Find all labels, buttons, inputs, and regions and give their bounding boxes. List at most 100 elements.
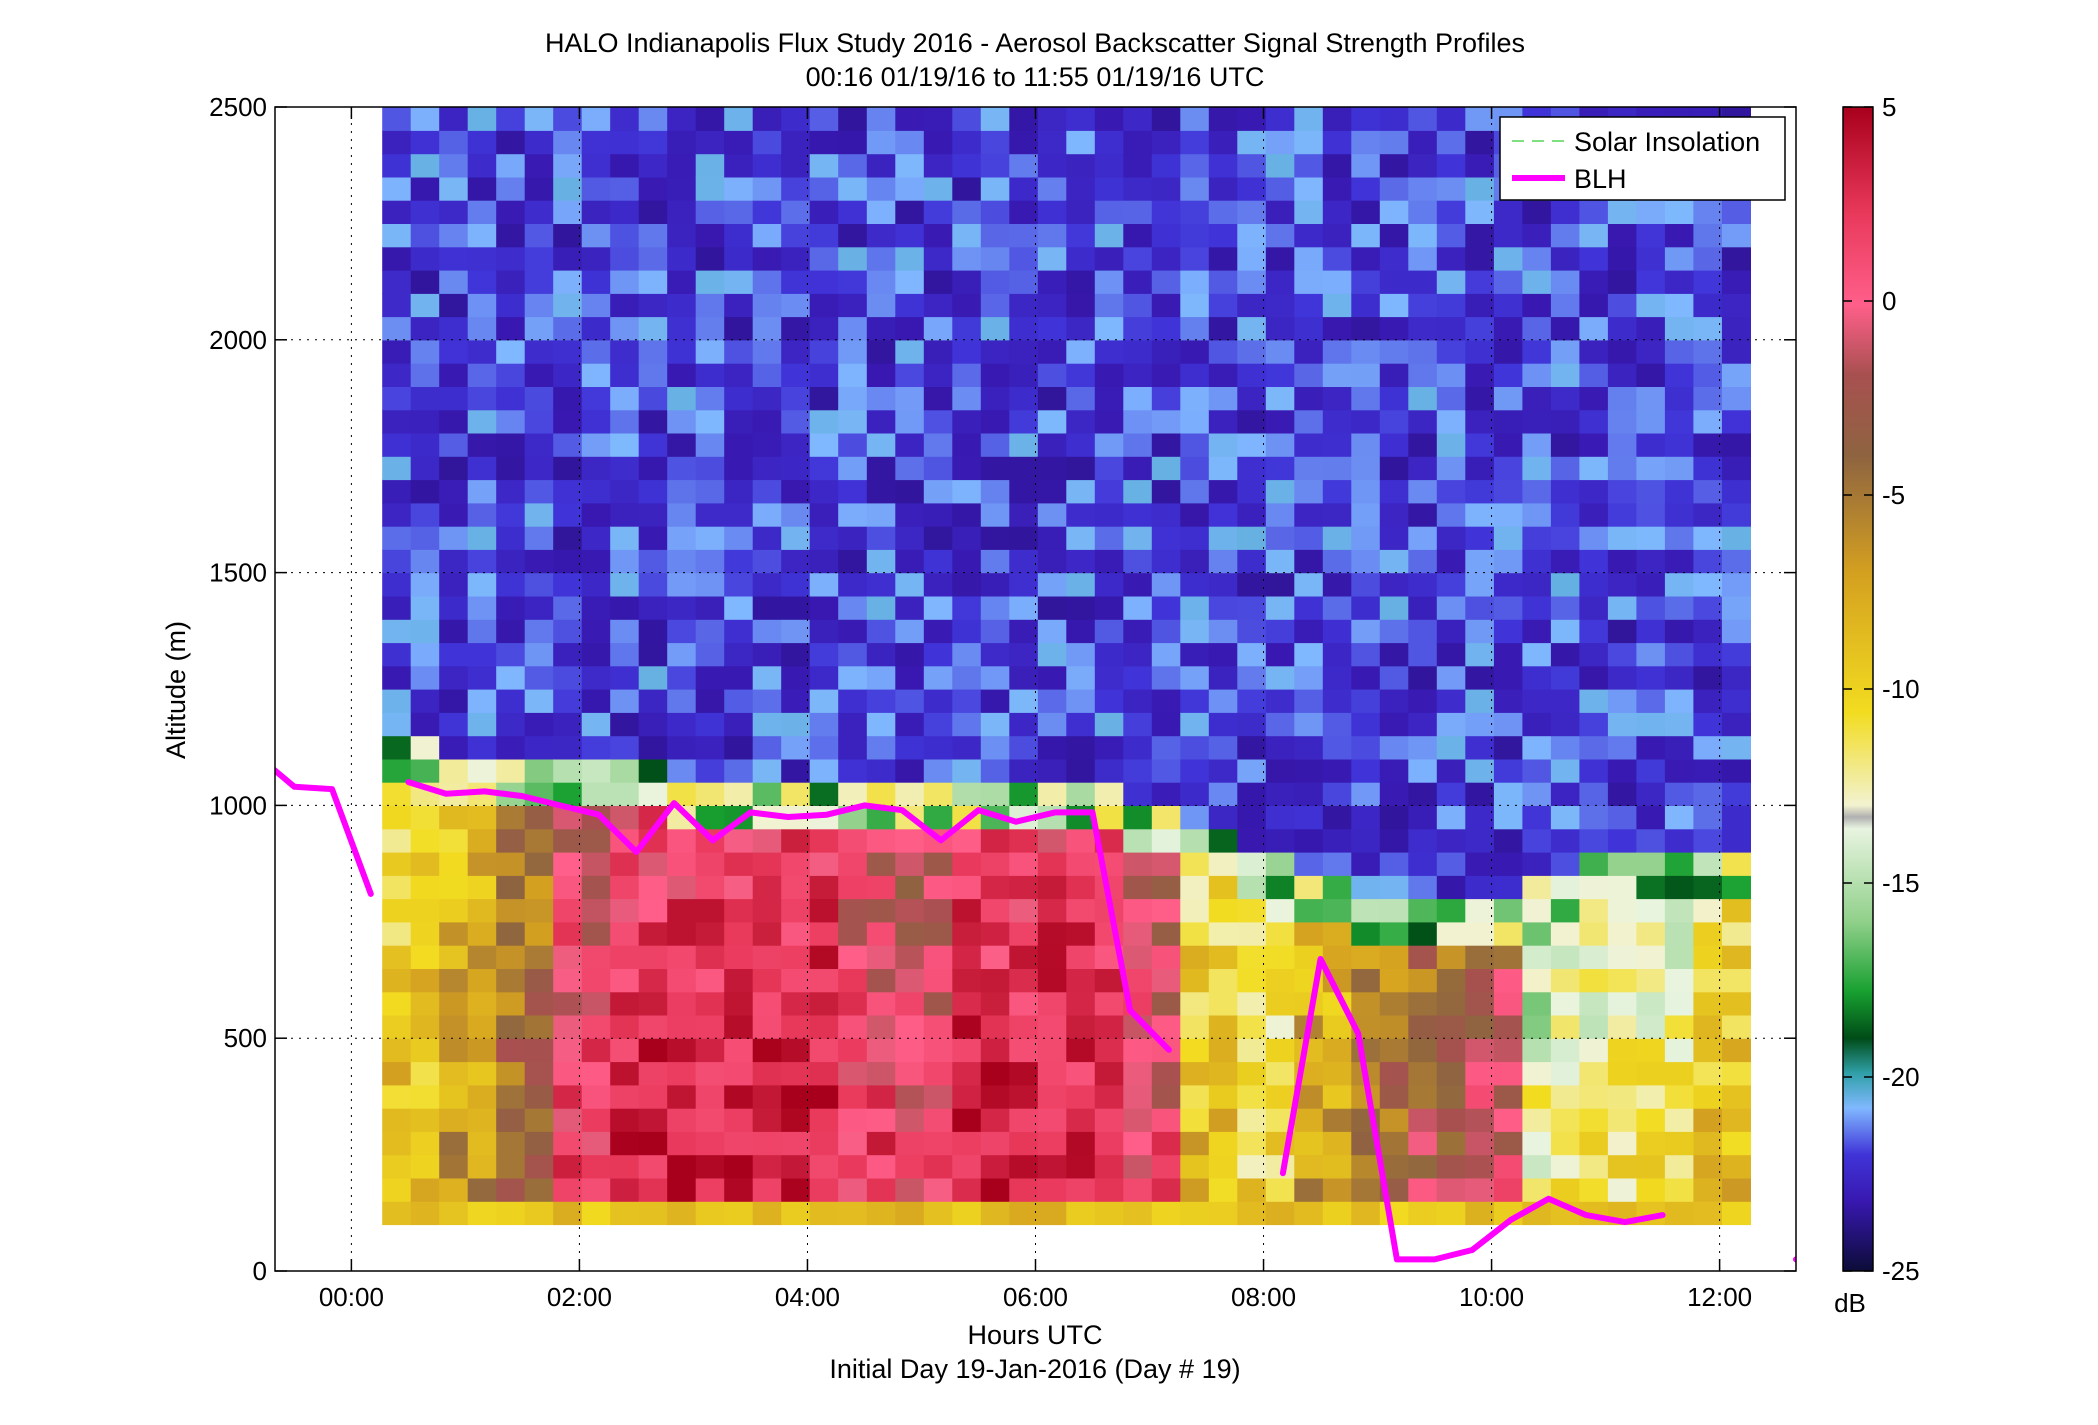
heatmap-cell: [553, 153, 583, 178]
heatmap-cell: [1408, 246, 1438, 271]
heatmap-cell: [610, 526, 640, 550]
heatmap-cell: [1379, 1201, 1409, 1226]
heatmap-cell: [752, 549, 782, 574]
heatmap-cell: [1721, 945, 1751, 969]
heatmap-cell: [496, 1014, 526, 1039]
heatmap-cell: [1237, 852, 1267, 876]
heatmap-cell: [610, 107, 640, 131]
heatmap-cell: [1322, 409, 1352, 434]
blh-line-segment: [1279, 956, 1666, 1263]
heatmap-cell: [895, 293, 925, 318]
heatmap-cell: [895, 1201, 925, 1226]
heatmap-cell: [638, 316, 668, 341]
heatmap-cell: [752, 176, 782, 201]
heatmap-cell: [980, 1154, 1010, 1179]
heatmap-cell: [524, 665, 554, 690]
heatmap-cell: [838, 339, 868, 364]
heatmap-cell: [1037, 293, 1067, 318]
heatmap-cell: [1721, 595, 1751, 620]
heatmap-cell: [1636, 782, 1666, 806]
heatmap-cell: [1693, 316, 1723, 341]
heatmap-cell: [581, 270, 611, 294]
heatmap-cell: [1693, 479, 1723, 504]
heatmap-cell: [1265, 782, 1295, 806]
heatmap-cell: [895, 502, 925, 527]
heatmap-cell: [1493, 502, 1523, 527]
heatmap-cell: [724, 246, 754, 271]
heatmap-cell: [1579, 712, 1609, 737]
heatmap-cell: [752, 782, 782, 806]
heatmap-cell: [1721, 1061, 1751, 1086]
heatmap-cell: [1693, 526, 1723, 550]
heatmap-cell: [838, 1061, 868, 1086]
heatmap-cell: [410, 200, 440, 224]
heatmap-cell: [1408, 270, 1438, 294]
heatmap-cell: [667, 735, 697, 760]
heatmap-cell: [1493, 1108, 1523, 1132]
heatmap-cell: [1322, 549, 1352, 574]
heatmap-cell: [1322, 526, 1352, 550]
heatmap-cell: [1237, 1061, 1267, 1086]
heatmap-cell: [1094, 1131, 1124, 1156]
heatmap-cell: [781, 1131, 811, 1156]
heatmap-cell: [1094, 316, 1124, 341]
heatmap-cell: [439, 176, 469, 201]
x-tick-label: 04:00: [775, 1282, 840, 1312]
heatmap-cell: [1208, 363, 1238, 387]
heatmap-cell: [695, 921, 725, 946]
heatmap-cell: [1465, 176, 1495, 201]
heatmap-cell: [553, 921, 583, 946]
heatmap-cell: [1693, 805, 1723, 830]
heatmap-cell: [1522, 386, 1552, 411]
heatmap-cell: [1066, 852, 1096, 876]
heatmap-cell: [1493, 968, 1523, 993]
heatmap-cell: [1436, 386, 1466, 411]
heatmap-cell: [382, 1108, 412, 1132]
heatmap-cell: [496, 316, 526, 341]
heatmap-cell: [467, 107, 497, 131]
heatmap-cell: [1180, 665, 1210, 690]
heatmap-cell: [496, 898, 526, 923]
heatmap-cell: [895, 526, 925, 550]
heatmap-cell: [695, 270, 725, 294]
heatmap-cell: [1408, 689, 1438, 713]
heatmap-cell: [410, 945, 440, 969]
heatmap-cell: [1636, 945, 1666, 969]
heatmap-cell: [581, 712, 611, 737]
x-tick-label: 06:00: [1003, 1282, 1068, 1312]
heatmap-cell: [952, 1154, 982, 1179]
heatmap-cell: [781, 665, 811, 690]
heatmap-cell: [467, 735, 497, 760]
heatmap-cell: [866, 200, 896, 224]
heatmap-cell: [1208, 898, 1238, 923]
heatmap-cell: [1009, 1108, 1039, 1132]
heatmap-cell: [1265, 479, 1295, 504]
heatmap-cell: [1094, 1084, 1124, 1109]
heatmap-cell: [1465, 991, 1495, 1016]
heatmap-cell: [581, 619, 611, 644]
heatmap-cell: [1265, 363, 1295, 387]
heatmap-cell: [724, 852, 754, 876]
heatmap-cell: [382, 1061, 412, 1086]
heatmap-cell: [467, 549, 497, 574]
heatmap-cell: [1493, 200, 1523, 224]
heatmap-cell: [1066, 409, 1096, 434]
heatmap-cell: [1322, 852, 1352, 876]
heatmap-cell: [1123, 782, 1153, 806]
heatmap-cell: [1009, 689, 1039, 713]
heatmap-cell: [1066, 479, 1096, 504]
heatmap-cell: [1208, 432, 1238, 457]
heatmap-cell: [1208, 921, 1238, 946]
heatmap-cell: [1522, 479, 1552, 504]
heatmap-cell: [1693, 502, 1723, 527]
heatmap-cell: [1408, 153, 1438, 178]
heatmap-cell: [1066, 130, 1096, 155]
heatmap-cell: [638, 293, 668, 318]
y-tick-label: 2500: [209, 92, 267, 122]
heatmap-cell: [1379, 223, 1409, 248]
heatmap-cell: [838, 782, 868, 806]
heatmap-cell: [1465, 549, 1495, 574]
heatmap-cell: [1009, 945, 1039, 969]
heatmap-cell: [1123, 316, 1153, 341]
heatmap-cell: [895, 386, 925, 411]
